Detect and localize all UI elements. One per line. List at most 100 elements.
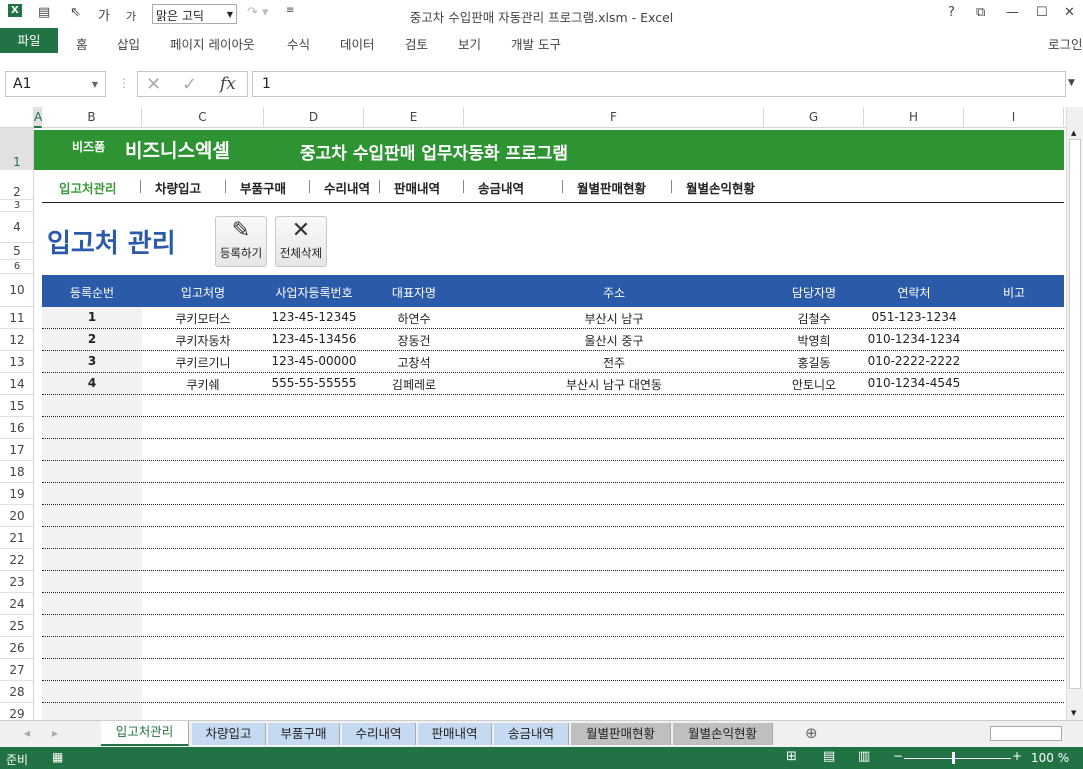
row-header[interactable]: 21 [0, 527, 33, 549]
table-row[interactable]: 2 쿠키자동차 123-45-13456 장동건 울산시 중구 박영희 010-1234-1… [42, 329, 1064, 351]
column-header-a[interactable]: A [34, 107, 42, 128]
zoom-out-icon[interactable]: − [893, 749, 904, 763]
table-cell[interactable]: 010-2222-2222 [867, 354, 961, 368]
row-header[interactable]: 11 [0, 307, 33, 329]
column-header-c[interactable]: C [142, 107, 264, 128]
row-header[interactable]: 3 [0, 200, 33, 212]
table-cell[interactable]: 김페레로 [391, 378, 437, 392]
column-header-d[interactable]: D [264, 107, 364, 128]
row-header[interactable]: 12 [0, 329, 33, 351]
zoom-slider-thumb[interactable] [952, 752, 955, 764]
register-button[interactable]: ✎ 등록하기 [215, 216, 267, 267]
ribbon-display-icon[interactable]: ⧉ [976, 5, 986, 20]
table-cell[interactable]: 쿠키쉐 [186, 378, 220, 392]
normal-view-icon[interactable]: ⊞ [786, 749, 797, 764]
row-header[interactable]: 20 [0, 505, 33, 527]
minimize-button[interactable]: — [1006, 5, 1019, 20]
sheet-tab[interactable]: 월별손익현황 [673, 723, 773, 745]
table-cell[interactable]: 전주 [602, 356, 626, 370]
expand-formula-icon[interactable]: ▼ [1068, 78, 1075, 88]
nav-item[interactable]: 월별손익현황 [686, 181, 756, 196]
table-row[interactable] [42, 461, 1064, 483]
zoom-slider[interactable] [904, 758, 1011, 759]
row-header[interactable]: 26 [0, 637, 33, 659]
table-cell[interactable]: 555-55-55555 [271, 376, 357, 390]
increase-font-icon[interactable]: 가 [98, 9, 110, 24]
nav-item[interactable]: 차량입고 [155, 181, 202, 196]
table-row[interactable] [42, 505, 1064, 527]
row-header[interactable]: 25 [0, 615, 33, 637]
row-header[interactable]: 29 [0, 703, 33, 720]
row-header[interactable]: 2 [0, 170, 33, 200]
ribbon-tab-developer[interactable]: 개발 도구 [511, 37, 561, 52]
login-link[interactable]: 로그인 [1048, 37, 1083, 52]
page-break-view-icon[interactable]: ▥ [858, 749, 871, 764]
ribbon-tab-page-layout[interactable]: 페이지 레이아웃 [170, 37, 255, 52]
sheet-tab[interactable]: 차량입고 [192, 723, 266, 745]
table-row[interactable] [42, 615, 1064, 637]
table-cell[interactable]: 4 [87, 376, 97, 390]
table-row[interactable] [42, 659, 1064, 681]
table-cell[interactable]: 쿠키르기니 [175, 356, 231, 370]
insert-function-icon[interactable]: fx [220, 74, 236, 94]
next-sheet-icon[interactable]: ▸ [52, 726, 59, 740]
enter-check-icon[interactable]: ✓ [182, 74, 198, 95]
row-header[interactable]: 16 [0, 417, 33, 439]
row-header[interactable]: 5 [0, 243, 33, 260]
table-cell[interactable]: 쿠키모터스 [175, 312, 231, 326]
font-select[interactable]: 맑은 고딕 ▼ [152, 4, 237, 24]
table-row[interactable] [42, 483, 1064, 505]
table-row[interactable] [42, 395, 1064, 417]
table-row[interactable] [42, 703, 1064, 720]
vertical-scrollbar[interactable]: ▲ ▼ [1066, 107, 1083, 720]
table-row[interactable] [42, 439, 1064, 461]
table-cell[interactable]: 안토니오 [791, 378, 837, 392]
table-cell[interactable]: 쿠키자동차 [175, 334, 231, 348]
row-header[interactable]: 27 [0, 659, 33, 681]
table-cell[interactable]: 1 [87, 310, 97, 324]
row-header[interactable]: 15 [0, 395, 33, 417]
table-cell[interactable]: 장동건 [397, 334, 431, 348]
nav-item[interactable]: 판매내역 [394, 181, 441, 196]
table-cell[interactable]: 3 [87, 354, 97, 368]
delete-all-button[interactable]: ✕ 전체삭제 [275, 216, 327, 267]
row-header[interactable]: 23 [0, 571, 33, 593]
row-header[interactable]: 17 [0, 439, 33, 461]
row-header[interactable]: 6 [0, 260, 33, 274]
cancel-icon[interactable]: ✕ [146, 74, 162, 95]
nav-item[interactable]: 월별판매현황 [577, 181, 647, 196]
table-cell[interactable]: 홍길동 [797, 356, 831, 370]
ribbon-tab-insert[interactable]: 삽입 [117, 37, 141, 52]
name-box[interactable]: A1 ▼ [5, 71, 106, 97]
nav-item[interactable]: 수리내역 [324, 181, 371, 196]
close-button[interactable]: ✕ [1064, 5, 1075, 20]
sheet-tab[interactable]: 판매내역 [418, 723, 492, 745]
table-row[interactable] [42, 527, 1064, 549]
table-cell[interactable]: 고창석 [397, 356, 431, 370]
sheet-tab[interactable]: 입고처관리 [101, 721, 189, 746]
help-button[interactable]: ? [948, 5, 955, 20]
select-pointer-icon[interactable]: ⇖ [70, 5, 81, 20]
row-header[interactable]: 24 [0, 593, 33, 615]
ribbon-tab-home[interactable]: 홈 [76, 37, 88, 52]
row-header[interactable]: 14 [0, 373, 33, 395]
ribbon-tab-review[interactable]: 검토 [405, 37, 429, 52]
zoom-level[interactable]: 100 % [1031, 751, 1070, 765]
prev-sheet-icon[interactable]: ◂ [24, 726, 31, 740]
nav-item[interactable]: 송금내역 [478, 181, 525, 196]
sheet-tab[interactable]: 수리내역 [342, 723, 416, 745]
customize-toolbar-icon[interactable]: ≡ [286, 5, 295, 16]
ribbon-tab-file[interactable]: 파일 [0, 28, 58, 53]
table-cell[interactable]: 박영희 [797, 334, 831, 348]
column-header-e[interactable]: E [364, 107, 464, 128]
zoom-in-icon[interactable]: + [1012, 749, 1023, 763]
column-header-b[interactable]: B [42, 107, 142, 128]
table-row[interactable]: 4 쿠키쉐 555-55-55555 김페레로 부산시 남구 대연동 안토니오 010-12… [42, 373, 1064, 395]
column-header-f[interactable]: F [464, 107, 764, 128]
sheet-tab[interactable]: 부품구매 [268, 723, 340, 745]
table-row[interactable] [42, 637, 1064, 659]
new-sheet-icon[interactable]: ⊕ [805, 724, 818, 742]
row-header[interactable]: 10 [0, 274, 33, 307]
scroll-thumb[interactable] [1069, 139, 1081, 689]
table-cell[interactable]: 123-45-13456 [271, 332, 357, 346]
